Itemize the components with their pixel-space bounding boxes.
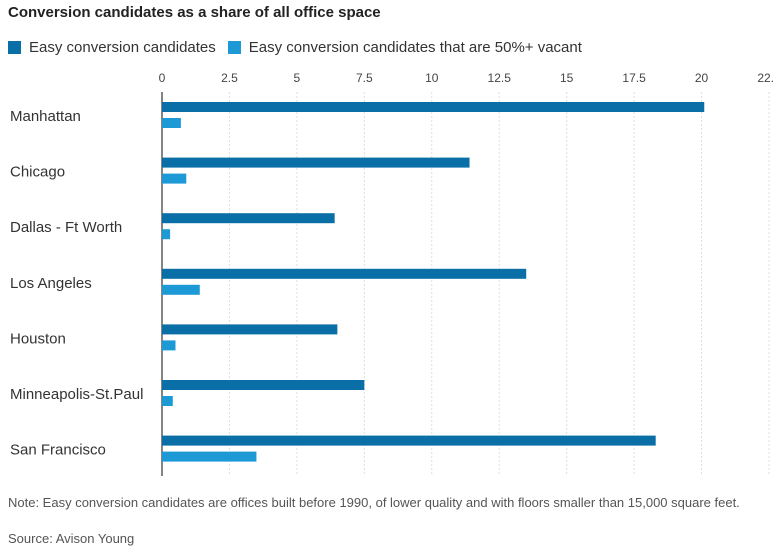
x-tick-label: 22.5 [757,71,774,85]
category-label: San Francisco [10,442,106,459]
x-tick-label: 20 [695,71,709,85]
x-tick-label: 15 [560,71,574,85]
bar-easy-candidates [162,268,527,279]
category-label: Los Angeles [10,275,92,292]
category-label: Chicago [10,164,65,181]
legend-swatch-vacant [227,41,241,54]
category-label: Manhattan [10,108,81,125]
x-tick-label: 17.5 [622,71,646,85]
x-tick-label: 7.5 [356,71,373,85]
bar-easy-candidates [162,213,335,224]
x-tick-label: 12.5 [488,71,512,85]
bar-chart: 0 2.5 5 7.5 10 12.5 15 17.5 20 22.5 Manhattan Chica… [10,71,774,476]
legend-item-easy: Easy conversion candidates [8,39,216,56]
bar-easy-candidates [162,102,705,112]
bar-vacant-candidates [162,173,187,184]
chart-note: Note: Easy conversion candidates are off… [8,495,740,510]
bar-easy-candidates [162,157,470,168]
chart-source: Source: Avison Young [8,531,135,546]
x-tick-label: 2.5 [221,71,238,85]
legend-item-vacant: Easy conversion candidates that are 50%+… [227,39,582,56]
category-label: Houston [10,330,66,347]
bar-vacant-candidates [162,118,181,128]
bar-vacant-candidates [162,229,171,240]
category-label: Dallas - Ft Worth [10,219,122,236]
bar-easy-candidates [162,435,656,446]
bar-easy-candidates [162,324,338,335]
x-tick-label: 0 [159,71,166,85]
legend: Easy conversion candidates Easy conversi… [8,39,594,56]
bar-easy-candidates [162,380,365,390]
x-tick-label: 10 [425,71,439,85]
legend-label-easy: Easy conversion candidates [29,39,216,56]
chart-title: Conversion candidates as a share of all … [8,4,381,21]
bar-vacant-candidates [162,396,173,406]
legend-swatch-easy [8,41,21,54]
x-tick-label: 5 [294,71,301,85]
bar-vacant-candidates [162,451,257,462]
legend-label-vacant: Easy conversion candidates that are 50%+… [248,39,582,56]
bar-vacant-candidates [162,340,176,351]
bar-vacant-candidates [162,284,200,295]
category-label: Minneapolis-St.Paul [10,386,143,403]
